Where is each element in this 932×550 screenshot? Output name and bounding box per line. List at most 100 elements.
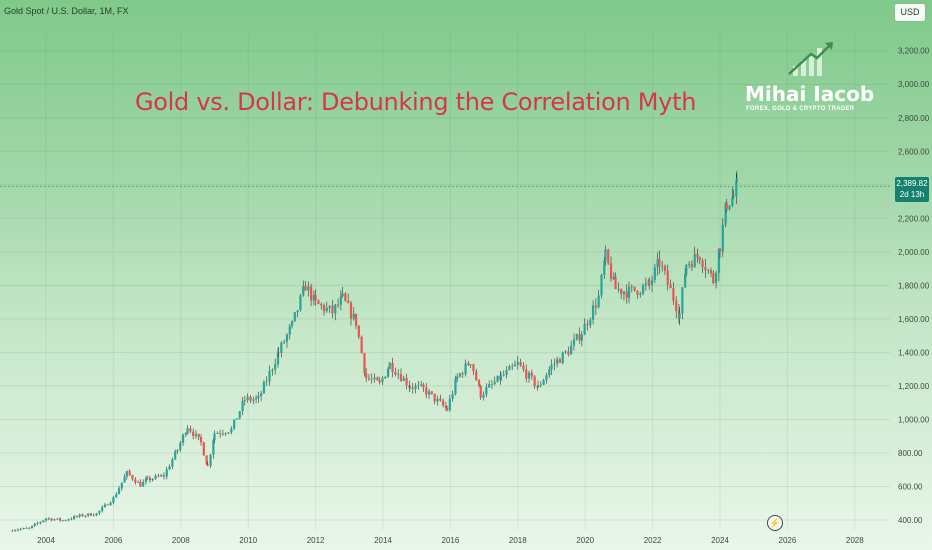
candle-body	[444, 405, 448, 409]
candle-body	[112, 497, 115, 503]
candle-body	[564, 351, 567, 353]
candle-body	[75, 516, 78, 517]
logo-tagline: FOREX, GOLD & CRYPTO TRADER	[746, 106, 855, 112]
candle-body	[271, 369, 274, 371]
candle-body	[181, 434, 185, 443]
candle-body	[658, 258, 661, 266]
candle-body	[19, 528, 22, 530]
candle-body	[33, 523, 36, 526]
x-tick-label: 2020	[576, 536, 594, 545]
candle-body	[58, 518, 62, 521]
candle-body	[249, 396, 252, 401]
candle-body	[109, 502, 112, 506]
candle-body	[493, 381, 496, 384]
candle-body	[597, 295, 600, 308]
candle-body	[714, 272, 718, 283]
candle-body	[496, 375, 499, 382]
candle-body	[663, 266, 667, 271]
candle-body	[357, 325, 360, 337]
candle-body	[675, 300, 678, 312]
candle-body	[721, 224, 724, 252]
x-tick-label: 2012	[307, 536, 325, 545]
currency-selector[interactable]: USD	[894, 3, 926, 22]
candle-body	[212, 440, 215, 455]
candle-body	[725, 202, 728, 210]
candle-body	[101, 507, 104, 511]
candle-body	[146, 477, 149, 479]
candle-body	[64, 520, 67, 522]
candle-body	[488, 384, 491, 388]
candle-body	[84, 515, 87, 517]
chart-grid	[0, 30, 890, 530]
candle-body	[95, 513, 98, 516]
candle-body	[283, 341, 286, 343]
candle-body	[583, 323, 586, 335]
candle-body	[685, 264, 688, 274]
candle-body	[213, 433, 216, 441]
y-tick-label: 3,000.00	[898, 80, 930, 89]
x-tick-label: 2016	[442, 536, 460, 545]
candle-body	[25, 527, 28, 529]
candle-body	[397, 374, 400, 375]
candle-body	[219, 433, 222, 434]
candle-body	[533, 376, 536, 387]
candle-body	[436, 398, 439, 402]
candle-body	[339, 296, 342, 305]
candle-body	[735, 180, 738, 197]
candle-body	[461, 373, 464, 375]
candle-body	[224, 433, 227, 435]
candle-body	[370, 378, 373, 380]
candle-body	[386, 368, 390, 377]
candle-body	[322, 305, 326, 312]
candle-body	[701, 260, 704, 268]
candle-body	[336, 304, 340, 306]
candle-body	[511, 366, 514, 368]
candle-body	[650, 280, 654, 285]
candle-body	[408, 385, 411, 388]
candle-body	[328, 305, 331, 308]
y-tick-label: 1,200.00	[898, 382, 930, 391]
x-tick-label: 2028	[846, 536, 864, 545]
symbol-title[interactable]: Gold Spot / U.S. Dollar, 1M, FX	[4, 6, 129, 16]
candle-body	[633, 286, 636, 291]
candle-body	[131, 475, 134, 480]
candle-body	[408, 387, 412, 389]
candle-body	[202, 442, 205, 456]
x-tick-label: 2014	[374, 536, 392, 545]
candle-body	[603, 260, 606, 275]
candle-body	[179, 442, 182, 450]
candle-body	[103, 504, 107, 508]
y-tick-label: 1,400.00	[898, 348, 930, 357]
time-axis: 2004 2006 2008 2010 2012 2014 2016 2018 2020 2022…	[37, 536, 864, 545]
candle-body	[151, 478, 154, 481]
candle-body	[36, 523, 39, 524]
candle-body	[620, 288, 623, 294]
candle-body	[570, 345, 573, 355]
candle-body	[194, 433, 198, 437]
candle-body	[320, 303, 323, 306]
candle-body	[184, 433, 187, 435]
candle-body	[81, 514, 84, 517]
candle-body	[314, 294, 317, 301]
y-tick-label: 1,800.00	[898, 281, 930, 290]
candle-body	[209, 454, 212, 466]
y-tick-label: 2,200.00	[898, 214, 930, 223]
candle-body	[274, 364, 277, 370]
y-tick-label: 3,200.00	[898, 47, 930, 56]
candle-body	[456, 376, 459, 379]
candle-body	[120, 482, 123, 489]
candle-body	[472, 364, 475, 372]
candle-body	[128, 471, 131, 476]
candle-body	[176, 449, 179, 452]
candle-body	[519, 362, 522, 366]
candle-body	[174, 451, 177, 460]
candle-body	[666, 270, 669, 285]
candle-body	[661, 265, 664, 267]
candle-body	[617, 288, 620, 290]
candle-body	[171, 459, 174, 467]
candle-body	[304, 286, 307, 291]
candle-body	[11, 530, 14, 532]
candle-body	[87, 513, 90, 516]
lightning-bolt-icon[interactable]: ⚡	[767, 515, 783, 531]
